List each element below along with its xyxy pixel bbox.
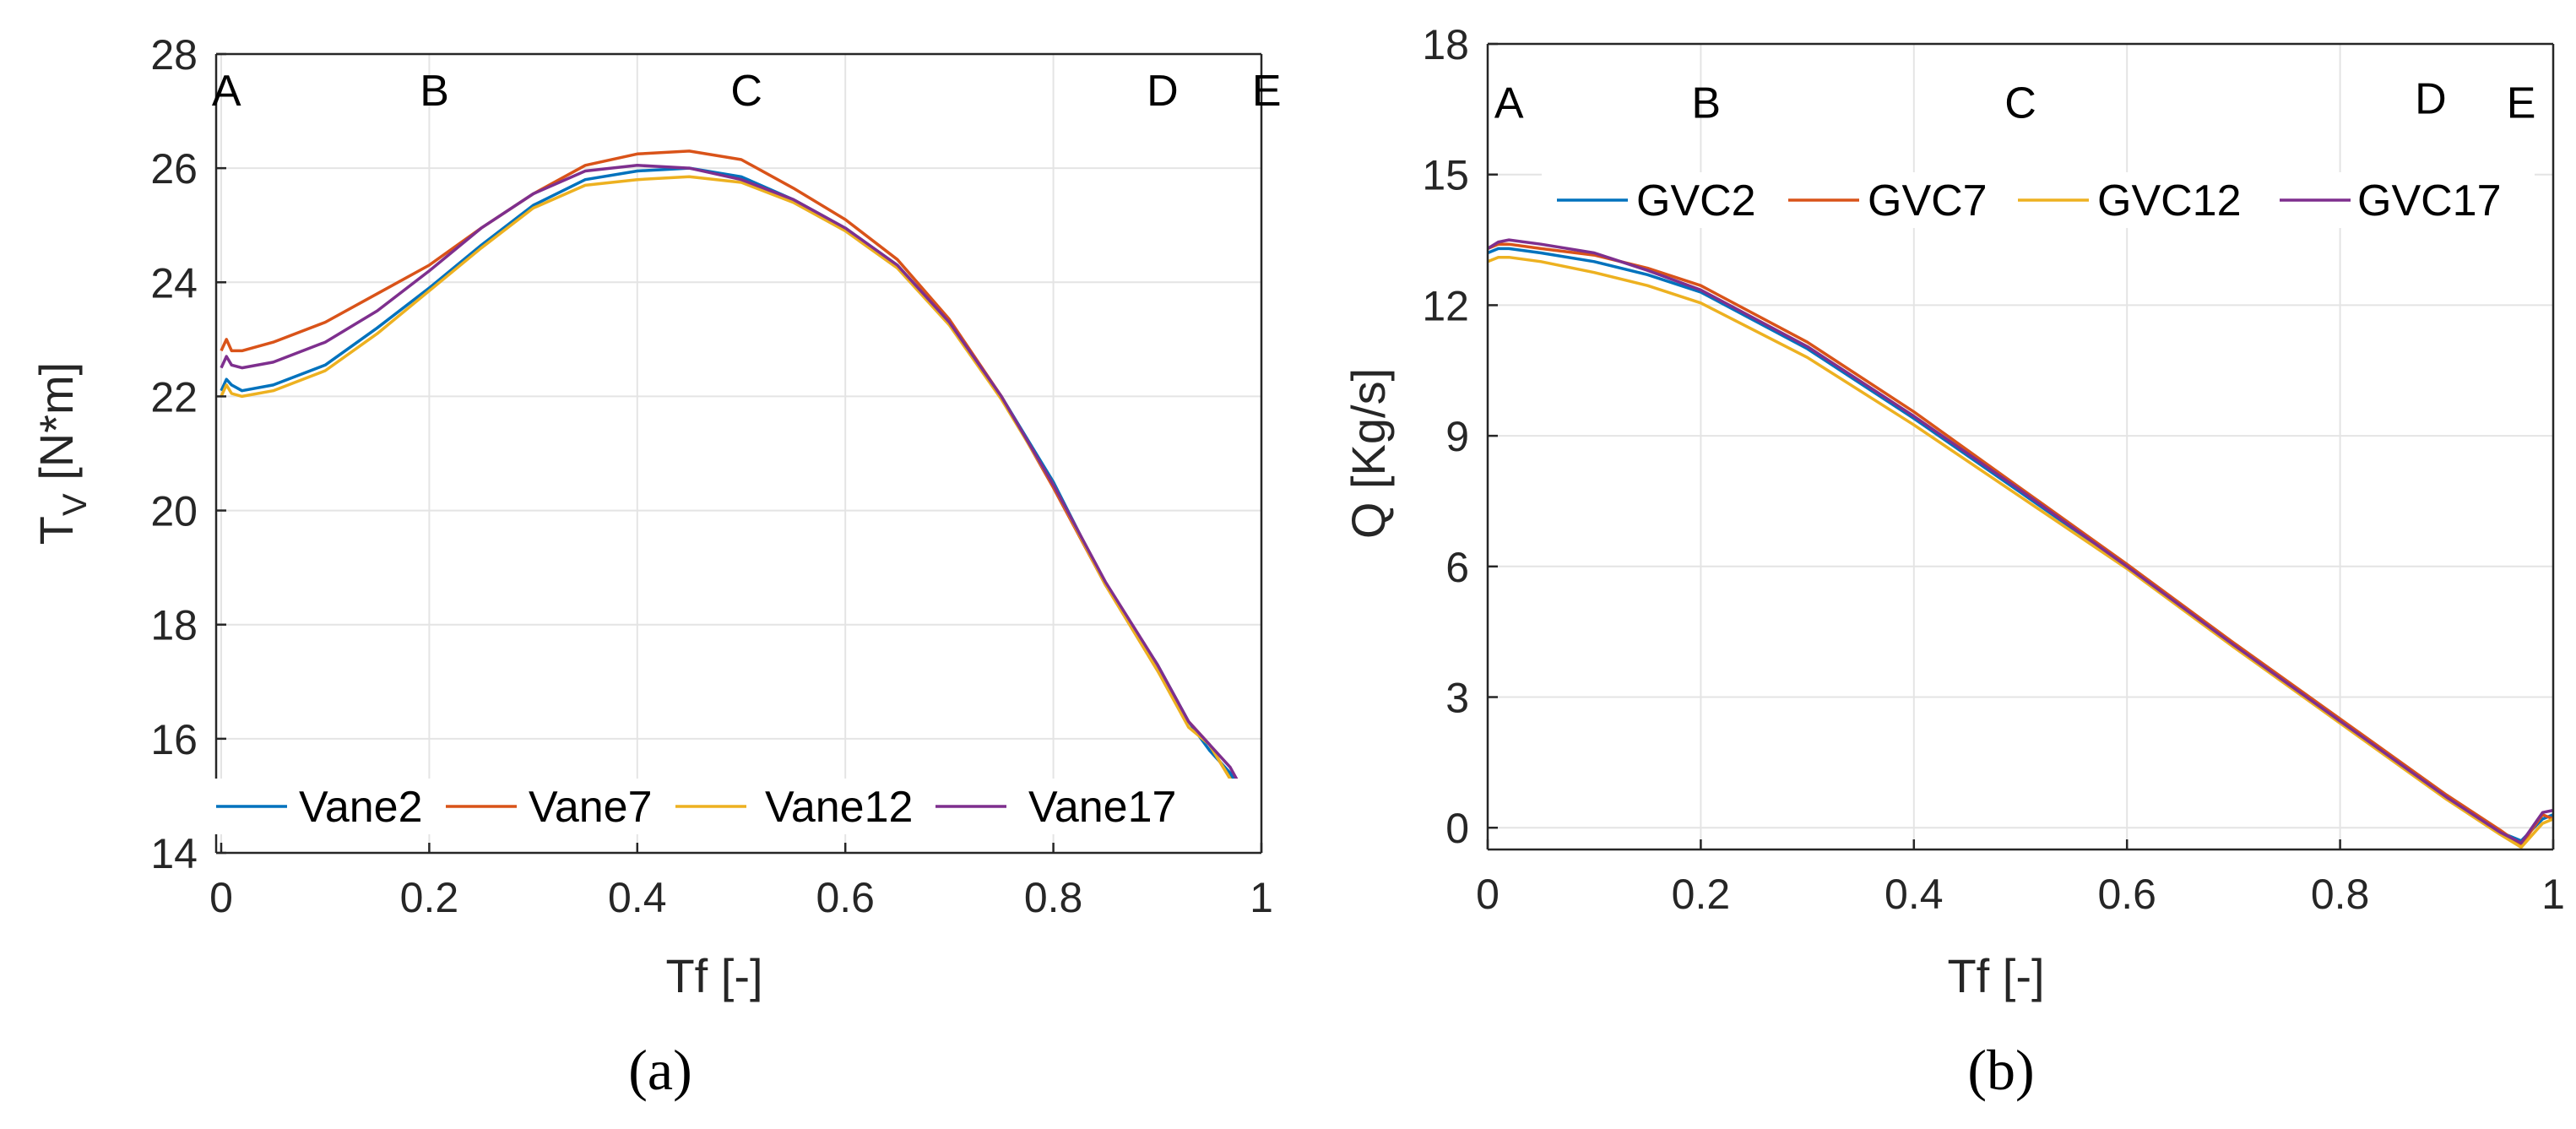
- panel-b-y-tick-label: 18: [1422, 21, 1469, 68]
- panel-b-x-tick-label: 0: [1476, 871, 1500, 918]
- panel-a-point-label-e: E: [1252, 67, 1282, 116]
- panel-a-series-line-vane12: [220, 175, 1248, 814]
- panel-a-legend-label-vane17: Vane17: [1028, 783, 1176, 832]
- panel-a-y-tick-label: 26: [150, 145, 198, 193]
- panel-b-point-label-e: E: [2507, 79, 2536, 128]
- panel-b-gridlines: [1487, 43, 2554, 849]
- panel-b-legend-label-gvc12: GVC12: [2097, 176, 2242, 225]
- panel-b-y-tick-label: 6: [1445, 544, 1469, 591]
- panel-a-caption-label: (a): [628, 1038, 691, 1102]
- panel-a-series-line-vane17: [220, 164, 1248, 797]
- panel-a-y-tick-label: 14: [150, 830, 198, 877]
- panel-a-series-line-vane2: [220, 166, 1248, 803]
- panel-a-point-label-c: C: [730, 67, 762, 116]
- panel-a-series-line-vane7: [220, 149, 1248, 808]
- panel-a-y-tick-label: 22: [150, 373, 198, 421]
- panel-a-legend-label-vane12: Vane12: [765, 783, 913, 832]
- panel-b-y-tick-label: 12: [1422, 282, 1469, 329]
- panel-a-y-tick-label: 16: [150, 716, 198, 763]
- panel-b-y-axis-label: Q [Kg/s]: [1342, 368, 1395, 539]
- panel-b-x-tick-label: 0.8: [2311, 871, 2370, 918]
- panel-b-axes: 0 0.2 0.4 0.6 0.8 1 0 3 6 9 12 15 18: [1422, 21, 2565, 918]
- panel-a-legend: Vane2 Vane7 Vane12 Vane17: [203, 779, 1250, 834]
- panel-a-point-labels: A B C D E: [212, 67, 1282, 116]
- panel-a-x-tick-label: 1: [1250, 874, 1273, 921]
- panel-b-y-tick-label: 0: [1445, 805, 1469, 852]
- panel-b-x-tick-label: 0.6: [2097, 871, 2156, 918]
- panel-a-y-tick-label: 18: [150, 602, 198, 649]
- panel-b-x-tick-label: 0.2: [1672, 871, 1731, 918]
- panel-b-legend: GVC2 GVC7 GVC12 GVC17: [1542, 172, 2535, 228]
- panel-a-y-tick-label: 28: [150, 31, 198, 79]
- panel-b-legend-label-gvc7: GVC7: [1868, 176, 1988, 225]
- panel-a-y-axis-label: TV [N*m]: [30, 362, 94, 545]
- panel-b-point-label-c: C: [2004, 79, 2036, 128]
- panel-a-x-tick-label: 0.6: [816, 874, 875, 921]
- panel-a-y-tick-label: 24: [150, 259, 198, 307]
- panel-b-legend-label-gvc2: GVC2: [1636, 176, 1756, 225]
- panel-a-x-tick-label: 0.4: [608, 874, 667, 921]
- panel-a-axes: 0 0.2 0.4 0.6 0.8 1 14 16 18 20 22 24 26 28: [150, 31, 1273, 921]
- panel-a-point-label-a: A: [212, 67, 241, 116]
- panel-b-point-label-a: A: [1494, 79, 1524, 128]
- panel-b-x-tick-label: 0.4: [1885, 871, 1944, 918]
- panel-b-series-line-gvc2: [1487, 247, 2554, 843]
- panel-b-point-label-b: B: [1691, 79, 1721, 128]
- panel-b-series: [1487, 238, 2554, 849]
- panel-b-y-tick-label: 3: [1445, 675, 1469, 722]
- panel-b-y-tick-label: 9: [1445, 413, 1469, 460]
- panel-a-gridlines: [216, 53, 1262, 854]
- panel-a-series: [220, 149, 1248, 814]
- panel-a-legend-label-vane2: Vane2: [299, 783, 423, 832]
- panel-a: 0 0.2 0.4 0.6 0.8 1 14 16 18 20 22 24 26 28 A B C D E Van…: [30, 31, 1282, 1102]
- panel-b-series-line-gvc7: [1487, 242, 2554, 847]
- panel-a-x-tick-label: 0.2: [400, 874, 459, 921]
- panel-b-series-line-gvc17: [1487, 238, 2554, 845]
- panel-b-x-axis-label: Tf [-]: [1947, 949, 2044, 1002]
- panel-b-legend-label-gvc17: GVC17: [2357, 176, 2502, 225]
- panel-a-x-tick-label: 0: [209, 874, 233, 921]
- panel-b-caption-label: (b): [1967, 1038, 2034, 1102]
- panel-a-y-tick-label: 20: [150, 488, 198, 535]
- panel-b-point-labels: A B C D E: [1494, 75, 2536, 128]
- panel-a-legend-label-vane7: Vane7: [529, 783, 653, 832]
- panel-b-x-tick-label: 1: [2541, 871, 2565, 918]
- panel-a-x-axis-label: Tf [-]: [665, 949, 762, 1002]
- panel-b-point-label-d: D: [2415, 75, 2447, 124]
- panel-b-series-line-gvc12: [1487, 255, 2554, 849]
- panel-a-point-label-b: B: [420, 67, 449, 116]
- panel-a-x-tick-label: 0.8: [1024, 874, 1083, 921]
- panel-b-y-tick-label: 15: [1422, 152, 1469, 199]
- panel-a-point-label-d: D: [1147, 67, 1179, 116]
